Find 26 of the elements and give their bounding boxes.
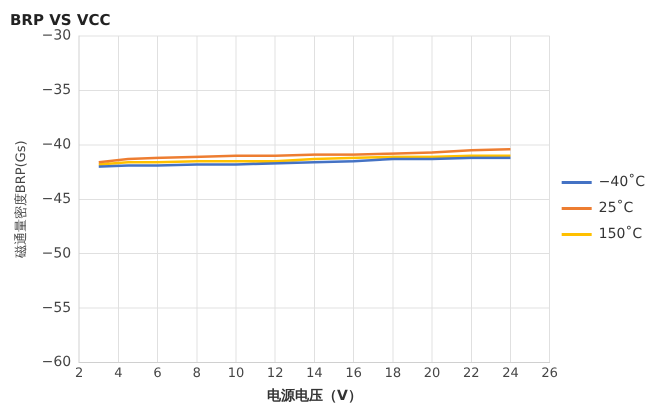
y-tick-label: −40	[42, 136, 72, 153]
y-tick-label: −45	[42, 190, 72, 207]
chart-title: BRP VS VCC	[10, 10, 110, 29]
x-tick-label: 14	[306, 366, 323, 381]
x-tick-label: 6	[153, 366, 162, 381]
x-tick-label: 22	[462, 366, 480, 381]
y-tick-label: −60	[42, 354, 72, 370]
x-axis-title: 电源电压（V）	[266, 388, 362, 404]
x-tick-label: 4	[114, 366, 122, 381]
legend-label: 25˚C	[598, 199, 634, 216]
x-tick-label: 2	[75, 366, 84, 381]
legend-label: 150˚C	[598, 225, 642, 242]
legend-label: −40˚C	[598, 173, 646, 190]
x-tick-label: 12	[266, 366, 284, 381]
y-axis-title: 磁通量密度BRP(Gs)	[13, 140, 30, 260]
x-tick-label: 16	[345, 366, 362, 381]
y-tick-label: −30	[42, 28, 72, 44]
x-tick-label: 8	[192, 366, 201, 381]
y-tick-label: −35	[42, 82, 72, 98]
y-tick-label: −55	[42, 300, 72, 316]
y-tick-label: −50	[42, 245, 72, 262]
x-tick-label: 18	[384, 366, 402, 381]
x-tick-label: 24	[502, 366, 519, 381]
x-tick-label: 10	[228, 366, 244, 381]
x-tick-label: 26	[541, 366, 558, 381]
x-tick-label: 20	[424, 366, 440, 381]
